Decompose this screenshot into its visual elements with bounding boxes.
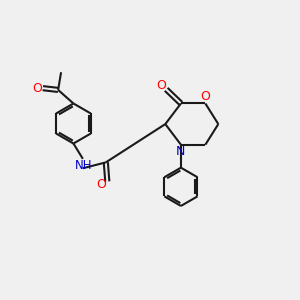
- Text: O: O: [156, 79, 166, 92]
- Text: O: O: [97, 178, 106, 191]
- Text: O: O: [33, 82, 43, 95]
- Text: O: O: [200, 91, 210, 103]
- Text: NH: NH: [75, 159, 93, 172]
- Text: N: N: [176, 145, 186, 158]
